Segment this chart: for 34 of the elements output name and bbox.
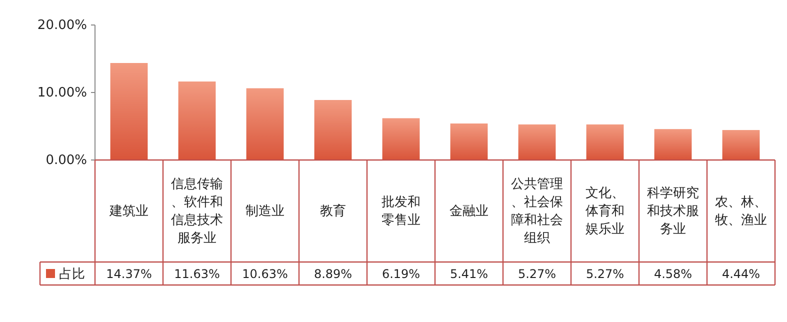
x-tick-label: 科学研究和技术服务业 [647, 186, 699, 237]
x-tick-label: 文化、体育和娱乐业 [586, 186, 624, 237]
legend-label: 占比 [59, 267, 85, 282]
x-tick-label: 制造业 [246, 204, 284, 219]
bar [314, 100, 352, 160]
data-label: 4.44% [722, 267, 760, 281]
bar [110, 63, 148, 160]
data-label: 5.41% [450, 267, 488, 281]
bar [722, 130, 760, 160]
x-tick-label: 信息传输、软件和信息技术服务业 [171, 177, 223, 246]
x-tick-label: 批发和零售业 [382, 195, 420, 228]
bar [518, 124, 556, 160]
y-tick-label: 20.00% [37, 18, 87, 33]
bar [654, 129, 692, 160]
x-tick-label: 公共管理、社会保障和社会组织 [511, 177, 563, 246]
x-tick-label: 建筑业 [108, 204, 148, 219]
bar [586, 124, 624, 160]
bar [178, 82, 216, 160]
x-tick-label: 金融业 [450, 204, 488, 219]
bar [450, 123, 488, 160]
data-label: 5.27% [518, 267, 556, 281]
y-tick-label: 10.00% [37, 86, 87, 100]
data-label: 8.89% [314, 267, 352, 281]
x-tick-label: 教育 [320, 203, 346, 219]
bar [246, 88, 284, 160]
data-label: 14.37% [106, 267, 152, 281]
data-label: 10.63% [242, 267, 288, 281]
y-tick-label: 0.00% [46, 153, 87, 168]
data-label: 4.58% [654, 267, 692, 281]
data-label: 6.19% [382, 267, 420, 281]
data-label: 5.27% [586, 267, 624, 281]
data-label: 11.63% [174, 267, 220, 281]
bar [382, 118, 420, 160]
x-tick-label: 农、林、牧、渔业 [715, 195, 767, 228]
